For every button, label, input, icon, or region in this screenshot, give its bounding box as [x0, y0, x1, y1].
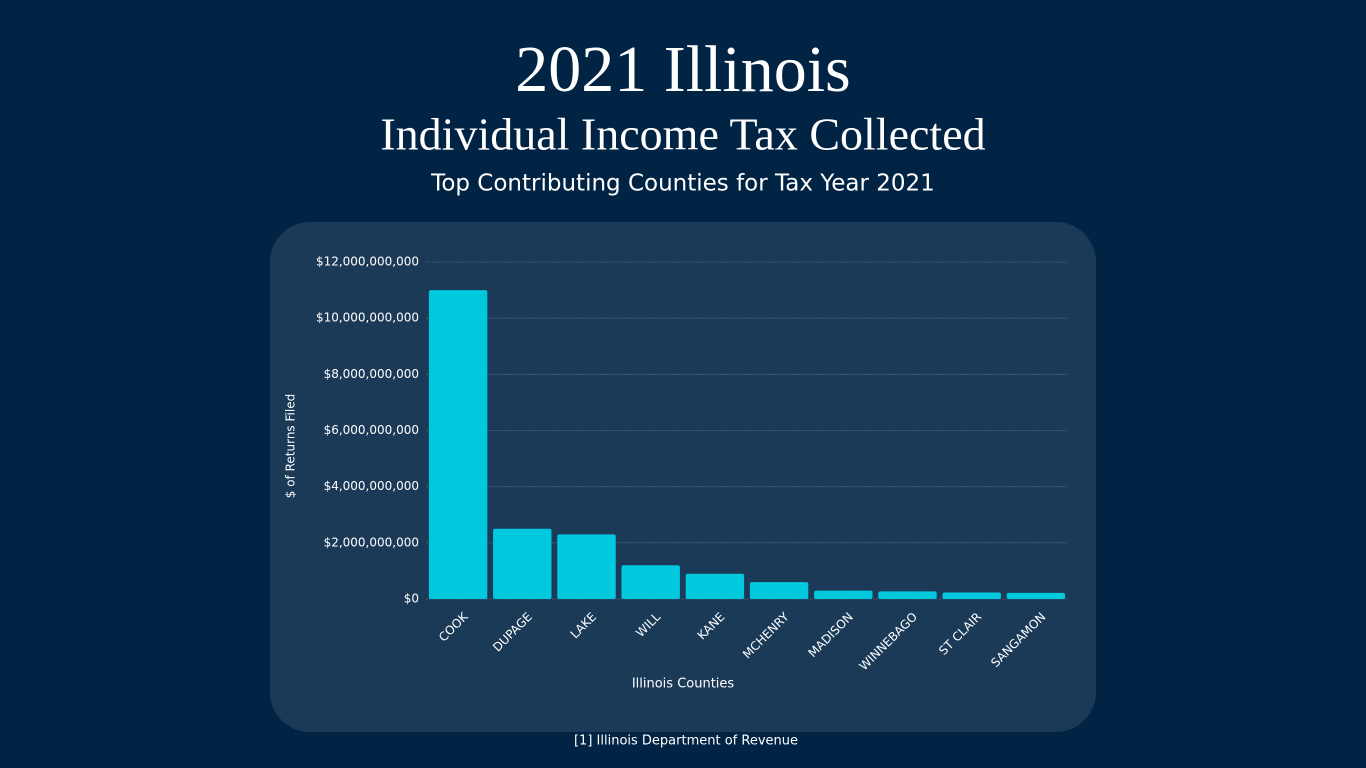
- bar: [493, 528, 552, 599]
- x-axis-label: Illinois Counties: [632, 677, 735, 692]
- source-note: [1] Illinois Department of Revenue: [574, 734, 798, 749]
- bar: [878, 591, 937, 599]
- y-tick-label: $0: [404, 592, 419, 606]
- bar: [428, 290, 488, 599]
- y-tick-label: $6,000,000,000: [324, 423, 419, 437]
- chart-card: [270, 222, 1096, 732]
- bar: [557, 534, 616, 599]
- y-tick-label: $4,000,000,000: [324, 479, 419, 493]
- y-axis-label: $ of Returns Filed: [284, 394, 298, 498]
- bar: [749, 582, 809, 599]
- y-tick-label: $10,000,000,000: [316, 311, 419, 325]
- chart-title: 2021 Illinois: [515, 33, 851, 106]
- y-tick-label: $8,000,000,000: [324, 367, 419, 381]
- bar: [942, 592, 1001, 599]
- chart-subtitle: Individual Income Tax Collected: [380, 109, 985, 160]
- y-tick-label: $2,000,000,000: [324, 535, 419, 549]
- bar: [1006, 592, 1066, 599]
- bar: [814, 590, 873, 599]
- chart-caption: Top Contributing Counties for Tax Year 2…: [430, 171, 935, 197]
- bar: [685, 573, 745, 599]
- y-tick-label: $12,000,000,000: [316, 255, 419, 269]
- bar: [621, 565, 680, 599]
